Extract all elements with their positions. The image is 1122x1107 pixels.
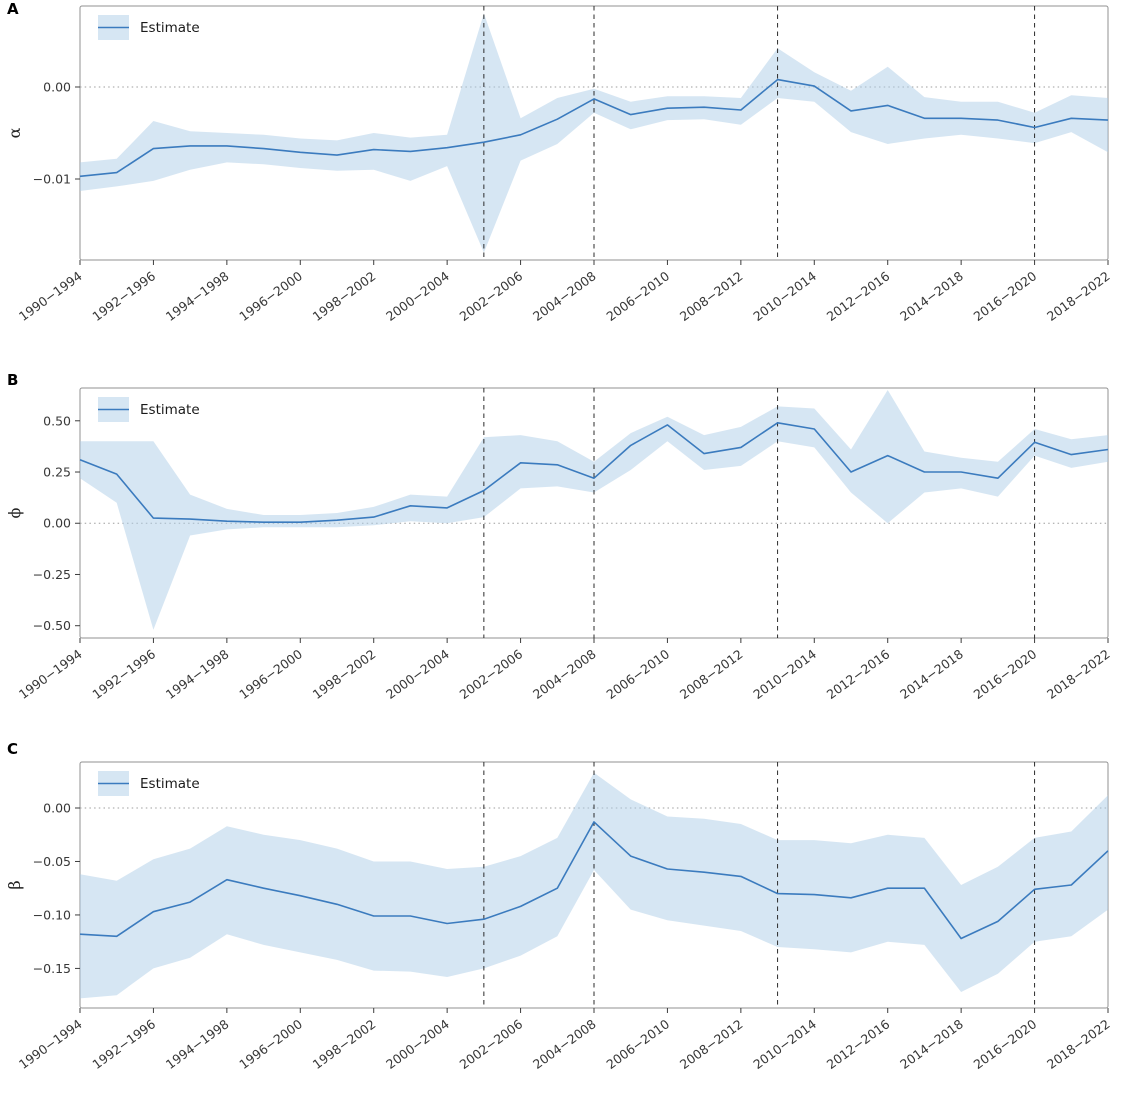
y-axis-label: α — [5, 127, 24, 138]
x-tick-label: 2014−2018 — [897, 1016, 966, 1072]
x-tick-label: 2012−2016 — [824, 646, 893, 702]
x-tick-label: 2006−2010 — [603, 1016, 672, 1072]
x-tick-label: 1998−2002 — [310, 1016, 379, 1072]
panel-label: A — [7, 0, 19, 18]
x-tick-label: 2010−2014 — [750, 1016, 819, 1072]
x-tick-label: 2002−2006 — [457, 1016, 526, 1072]
x-tick-label: 2014−2018 — [897, 646, 966, 702]
x-tick-label: 2002−2006 — [457, 646, 526, 702]
x-tick-label: 2008−2012 — [677, 268, 746, 324]
x-tick-label: 1992−1996 — [89, 268, 158, 324]
x-tick-label: 1992−1996 — [89, 1016, 158, 1072]
y-tick-label: −0.01 — [33, 172, 71, 187]
x-tick-label: 1990−1994 — [16, 268, 85, 324]
panel-label: C — [7, 740, 18, 758]
x-tick-label: 2012−2016 — [824, 268, 893, 324]
x-tick-label: 2006−2010 — [603, 646, 672, 702]
panel-a-chart: 0.00 −0.01 1990−1994 1992−1996 1994−1998 1996… — [5, 0, 1113, 324]
x-tick-label: 2016−2020 — [971, 268, 1040, 324]
y-tick-label: 0.00 — [43, 800, 71, 815]
x-tick-label: 2008−2012 — [677, 1016, 746, 1072]
y-axis-label: β — [5, 880, 24, 889]
estimate-line — [79, 421, 1109, 523]
x-tick-label: 2008−2012 — [677, 646, 746, 702]
x-tick-label: 1994−1998 — [163, 268, 232, 324]
estimate-line — [79, 821, 1109, 940]
x-tick-label: 2018−2022 — [1044, 268, 1113, 324]
confidence-ribbon — [80, 390, 1108, 630]
y-tick-label: −0.15 — [33, 961, 71, 976]
x-tick-label: 1998−2002 — [310, 646, 379, 702]
confidence-ribbon — [80, 772, 1108, 999]
y-tick-label: 0.00 — [43, 79, 71, 94]
y-tick-label: −0.50 — [33, 618, 71, 633]
legend-label: Estimate — [140, 776, 200, 792]
y-tick-label: 0.00 — [43, 516, 71, 531]
confidence-ribbon — [80, 13, 1108, 253]
y-tick-label: −0.25 — [33, 567, 71, 582]
x-tick-label: 2000−2004 — [383, 1016, 452, 1072]
x-tick-label: 1994−1998 — [163, 1016, 232, 1072]
x-tick-label: 2002−2006 — [457, 268, 526, 324]
x-tick-label: 2004−2008 — [530, 646, 599, 702]
x-tick-label: 2004−2008 — [530, 1016, 599, 1072]
x-tick-label: 2010−2014 — [750, 646, 819, 702]
x-tick-label: 2012−2016 — [824, 1016, 893, 1072]
x-tick-label: 2000−2004 — [383, 268, 452, 324]
estimate-line — [79, 78, 1109, 178]
legend-label: Estimate — [140, 402, 200, 418]
x-tick-label: 2016−2020 — [971, 646, 1040, 702]
x-tick-label: 1996−2000 — [236, 646, 305, 702]
x-tick-label: 2014−2018 — [897, 268, 966, 324]
x-tick-label: 2016−2020 — [971, 1016, 1040, 1072]
x-tick-label: 1994−1998 — [163, 646, 232, 702]
x-tick-label: 1990−1994 — [16, 1016, 85, 1072]
x-tick-label: 1992−1996 — [89, 646, 158, 702]
y-axis-label: ϕ — [5, 507, 24, 518]
panel-label: B — [7, 371, 18, 389]
x-tick-label: 2010−2014 — [750, 268, 819, 324]
x-tick-label: 2018−2022 — [1044, 1016, 1113, 1072]
x-tick-label: 2006−2010 — [603, 268, 672, 324]
y-tick-label: 0.25 — [43, 465, 71, 480]
x-tick-label: 2018−2022 — [1044, 646, 1113, 702]
x-tick-label: 2000−2004 — [383, 646, 452, 702]
x-tick-label: 1996−2000 — [236, 1016, 305, 1072]
x-tick-label: 1990−1994 — [16, 646, 85, 702]
x-tick-label: 2004−2008 — [530, 268, 599, 324]
x-tick-label: 1998−2002 — [310, 268, 379, 324]
y-tick-label: 0.50 — [43, 413, 71, 428]
panel-b-chart: 0.50 0.25 0.00 −0.25 −0.50 1990−1994 1992−1996… — [5, 371, 1113, 702]
y-tick-label: −0.10 — [33, 907, 71, 922]
legend-label: Estimate — [140, 20, 200, 36]
y-tick-label: −0.05 — [33, 854, 71, 869]
x-tick-label: 1996−2000 — [236, 268, 305, 324]
